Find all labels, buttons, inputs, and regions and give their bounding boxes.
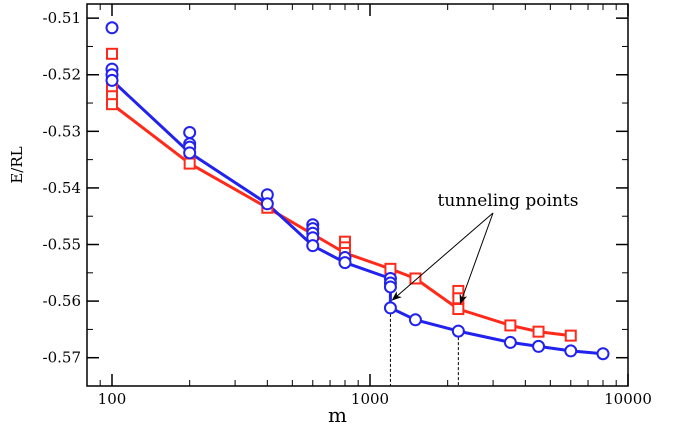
circle-data-point: [105, 73, 119, 87]
circle-data-point: [596, 347, 610, 361]
annotation-arrow: [459, 212, 494, 305]
circle-data-point: [451, 324, 465, 338]
circle-data-point: [503, 335, 517, 349]
x-axis-title: m: [328, 403, 347, 427]
square-data-point: [409, 272, 422, 285]
plot-frame: [86, 3, 629, 387]
y-tick-label: -0.54: [43, 179, 81, 197]
y-tick-label: -0.51: [43, 9, 81, 27]
circle-data-point: [383, 280, 397, 294]
series-circle-line: [110, 79, 604, 356]
series-markers: [105, 21, 610, 361]
square-data-point: [504, 319, 517, 332]
square-data-point: [183, 157, 196, 170]
square-data-point: [106, 98, 119, 111]
annotation-arrow: [391, 212, 494, 301]
annotation-text: tunneling points: [438, 191, 579, 211]
series-lines: [110, 79, 604, 356]
square-data-point: [106, 47, 119, 60]
x-tick-label: 100: [98, 390, 127, 408]
y-tick-label: -0.57: [43, 349, 81, 367]
square-data-point: [564, 329, 577, 342]
y-tick-label: -0.53: [43, 122, 81, 140]
circle-data-point: [408, 313, 422, 327]
square-data-point: [532, 325, 545, 338]
circle-data-point: [183, 125, 197, 139]
circle-data-point: [532, 339, 546, 353]
circle-data-point: [338, 256, 352, 270]
circle-data-point: [105, 21, 119, 35]
annotation: tunneling points: [391, 191, 579, 305]
circle-data-point: [306, 239, 320, 253]
square-data-point: [452, 303, 465, 316]
circle-data-point: [260, 197, 274, 211]
y-axis-title: E/RL: [8, 146, 26, 183]
y-tick-label: -0.55: [43, 236, 81, 254]
axis-ticks: 100 1000 10000 -0.51 -0.52 -0.53 -0.54 -0.55 -0.…: [43, 4, 652, 408]
series-square-line: [111, 103, 571, 338]
circle-data-point: [383, 301, 397, 315]
circle-data-point: [564, 344, 578, 358]
tunneling-guides: [389, 313, 459, 386]
y-tick-label: -0.56: [43, 292, 81, 310]
circle-data-point: [183, 146, 197, 160]
y-tick-label: -0.52: [43, 66, 81, 84]
x-tick-label: 10000: [604, 390, 652, 408]
x-tick-label: 1000: [351, 390, 389, 408]
